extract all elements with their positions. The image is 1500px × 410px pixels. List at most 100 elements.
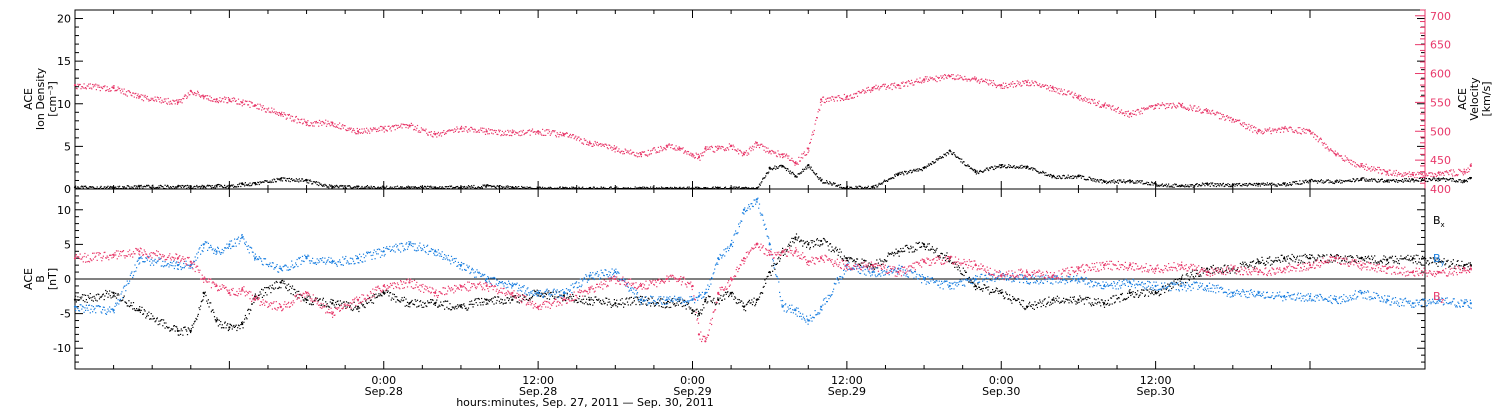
bx-sample [248,313,250,315]
bx-sample [380,294,382,296]
density-sample [1082,175,1084,178]
velocity-sample [1318,139,1320,141]
density-sample [968,165,970,167]
velocity-sample [1470,163,1472,165]
velocity-sample [1186,108,1188,110]
density-sample [915,168,917,170]
velocity-sample [1114,108,1116,110]
density-sample [1391,180,1393,182]
velocity-sample [1321,142,1323,144]
density-sample [237,184,239,186]
density-sample [1218,185,1221,187]
velocity-sample [1360,163,1363,165]
velocity-sample [183,98,185,100]
top-ylabel-line-3: [cm⁻³] [46,81,59,117]
velocity-sample [785,154,787,156]
bx-sample [476,298,478,300]
density-sample [600,186,602,188]
bx-sample [140,309,142,311]
velocity-sample [805,154,807,156]
density-sample [759,184,761,186]
density-sample [364,186,366,188]
velocity-sample [569,133,571,135]
velocity-sample [263,108,265,110]
bx-sample [273,288,275,290]
bx-sample [193,323,195,325]
density-sample [735,186,737,188]
density-sample [130,186,132,188]
velocity-sample [1407,172,1409,175]
density-sample [1195,184,1197,186]
density-sample [904,171,906,173]
bx-sample [212,309,214,311]
velocity-sample [340,128,342,130]
density-sample [644,187,646,189]
bx-sample [575,299,578,301]
density-sample [1124,181,1126,183]
velocity-sample [339,122,341,124]
velocity-sample [1355,166,1357,168]
velocity-sample [1029,82,1031,84]
velocity-sample [1076,97,1079,99]
density-sample [176,187,178,189]
velocity-sample [114,90,116,92]
bx-sample [612,305,614,307]
top-panel-frame [74,9,1426,190]
velocity-sample [679,149,681,151]
velocity-sample [280,115,282,117]
velocity-sample [1082,100,1084,102]
bx-sample [220,327,223,329]
bx-sample [358,310,360,313]
density-sample [1034,168,1036,170]
bx-sample [400,301,402,303]
density-sample [369,187,372,189]
density-sample [501,187,503,189]
density-sample [791,171,793,174]
velocity-sample [149,99,151,101]
density-sample [566,187,568,189]
density-sample [1120,181,1123,183]
density-sample [823,182,825,184]
velocity-sample [389,128,391,130]
velocity-sample [1228,116,1230,118]
bx-sample [153,317,155,319]
bx-sample [820,240,822,242]
velocity-sample [624,148,626,150]
velocity-sample [1080,97,1082,99]
velocity-sample [494,129,496,131]
velocity-sample [1167,103,1169,105]
density-sample [1408,178,1410,180]
velocity-sample [532,131,534,133]
density-sample [724,186,727,188]
density-sample [1321,182,1323,184]
velocity-sample [399,126,401,128]
bx-sample [117,293,119,295]
velocity-sample [269,111,271,113]
bx-sample [381,295,383,297]
density-sample [1154,182,1156,184]
density-sample [826,181,828,183]
density-sample [1379,180,1381,182]
density-sample [995,167,997,169]
density-sample [1327,179,1329,181]
velocity-sample [1310,133,1312,135]
velocity-sample [1174,105,1176,107]
velocity-sample [1200,112,1202,114]
density-sample [838,184,840,186]
density-sample [308,180,311,182]
density-sample [941,156,943,158]
bx-sample [115,292,117,294]
density-sample [938,158,940,160]
velocity-sample [714,151,716,153]
bx-sample [210,302,212,304]
velocity-sample [1043,85,1045,87]
velocity-sample [551,131,553,133]
velocity-sample [1015,85,1018,87]
density-sample [1336,179,1338,181]
density-sample [776,167,778,169]
bx-sample [440,304,443,306]
bx-sample [509,302,511,304]
velocity-sample [1133,113,1135,115]
density-sample [90,186,92,188]
velocity-sample [1405,173,1407,176]
